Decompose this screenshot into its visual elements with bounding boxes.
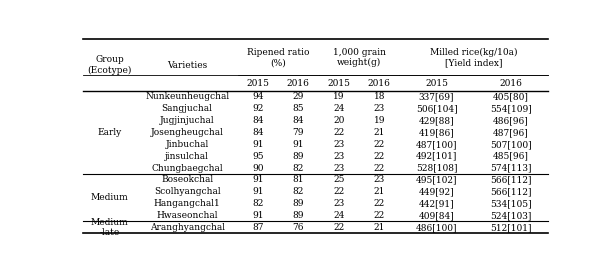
Text: 554[109]: 554[109] (490, 104, 531, 113)
Text: 82: 82 (293, 163, 304, 173)
Text: 487[100]: 487[100] (416, 140, 458, 149)
Text: Medium: Medium (90, 193, 129, 202)
Text: Chungbaegchal: Chungbaegchal (151, 163, 223, 173)
Text: 89: 89 (293, 199, 304, 208)
Text: 524[103]: 524[103] (490, 211, 531, 220)
Text: Hangangchal1: Hangangchal1 (154, 199, 220, 208)
Text: 91: 91 (293, 140, 304, 149)
Text: 84: 84 (252, 128, 264, 137)
Text: 2016: 2016 (368, 79, 391, 88)
Text: 23: 23 (373, 176, 385, 184)
Text: Josengheugchal: Josengheugchal (151, 128, 223, 137)
Text: 20: 20 (333, 116, 344, 125)
Text: 23: 23 (333, 199, 344, 208)
Text: 94: 94 (252, 92, 264, 101)
Text: 24: 24 (333, 211, 344, 220)
Text: Sangjuchal: Sangjuchal (162, 104, 213, 113)
Text: 21: 21 (373, 187, 385, 196)
Text: 442[91]: 442[91] (419, 199, 454, 208)
Text: 91: 91 (252, 176, 264, 184)
Text: 566[112]: 566[112] (490, 176, 531, 184)
Text: 19: 19 (333, 92, 344, 101)
Text: 22: 22 (333, 187, 344, 196)
Text: 409[84]: 409[84] (419, 211, 454, 220)
Text: 22: 22 (373, 152, 385, 161)
Text: 492[101]: 492[101] (416, 152, 457, 161)
Text: Nunkeunheugchal: Nunkeunheugchal (145, 92, 229, 101)
Text: 337[69]: 337[69] (419, 92, 454, 101)
Text: 22: 22 (373, 199, 385, 208)
Text: 486[96]: 486[96] (493, 116, 528, 125)
Text: 84: 84 (293, 116, 304, 125)
Text: 486[100]: 486[100] (416, 223, 458, 232)
Text: 449[92]: 449[92] (419, 187, 454, 196)
Text: 487[96]: 487[96] (493, 128, 528, 137)
Text: 23: 23 (333, 163, 344, 173)
Text: 507[100]: 507[100] (490, 140, 531, 149)
Text: 22: 22 (373, 163, 385, 173)
Text: 82: 82 (252, 199, 264, 208)
Text: Boseokchal: Boseokchal (161, 176, 213, 184)
Text: 506[104]: 506[104] (416, 104, 458, 113)
Text: 24: 24 (333, 104, 344, 113)
Text: 429[88]: 429[88] (419, 116, 454, 125)
Text: 2016: 2016 (499, 79, 522, 88)
Text: 19: 19 (373, 116, 385, 125)
Text: Aranghyangchal: Aranghyangchal (149, 223, 224, 232)
Text: Group
(Ecotype): Group (Ecotype) (87, 55, 132, 75)
Text: 92: 92 (252, 104, 264, 113)
Text: 89: 89 (293, 152, 304, 161)
Text: 22: 22 (333, 223, 344, 232)
Text: 25: 25 (333, 176, 344, 184)
Text: 2015: 2015 (425, 79, 448, 88)
Text: 512[101]: 512[101] (490, 223, 531, 232)
Text: 23: 23 (373, 104, 385, 113)
Text: Hwaseonchal: Hwaseonchal (156, 211, 218, 220)
Text: Scolhyangchal: Scolhyangchal (154, 187, 220, 196)
Text: 29: 29 (293, 92, 304, 101)
Text: 22: 22 (333, 128, 344, 137)
Text: 87: 87 (252, 223, 264, 232)
Text: 566[112]: 566[112] (490, 187, 531, 196)
Text: 23: 23 (333, 140, 344, 149)
Text: 91: 91 (252, 187, 264, 196)
Text: 82: 82 (293, 187, 304, 196)
Text: 21: 21 (373, 128, 385, 137)
Text: 89: 89 (293, 211, 304, 220)
Text: 485[96]: 485[96] (493, 152, 529, 161)
Text: 91: 91 (252, 211, 264, 220)
Text: 1,000 grain
weight(g): 1,000 grain weight(g) (333, 48, 386, 67)
Text: 85: 85 (293, 104, 304, 113)
Text: Milled rice(kg/10a)
[Yield index]: Milled rice(kg/10a) [Yield index] (430, 48, 517, 67)
Text: 495[102]: 495[102] (416, 176, 458, 184)
Text: 534[105]: 534[105] (490, 199, 531, 208)
Text: jinsulchal: jinsulchal (165, 152, 209, 161)
Text: 90: 90 (252, 163, 264, 173)
Text: 2015: 2015 (327, 79, 351, 88)
Text: 574[113]: 574[113] (490, 163, 531, 173)
Text: 528[108]: 528[108] (416, 163, 458, 173)
Text: Ripened ratio
(%): Ripened ratio (%) (247, 48, 309, 67)
Text: Early: Early (97, 128, 122, 137)
Text: 22: 22 (373, 211, 385, 220)
Text: 21: 21 (373, 223, 385, 232)
Text: 84: 84 (252, 116, 264, 125)
Text: Medium
-late: Medium -late (90, 218, 129, 237)
Text: 2016: 2016 (287, 79, 310, 88)
Text: 95: 95 (252, 152, 264, 161)
Text: 18: 18 (373, 92, 385, 101)
Text: 22: 22 (373, 140, 385, 149)
Text: 23: 23 (333, 152, 344, 161)
Text: 2015: 2015 (247, 79, 269, 88)
Text: 419[86]: 419[86] (419, 128, 454, 137)
Text: 81: 81 (293, 176, 304, 184)
Text: Jugjinjuchal: Jugjinjuchal (160, 116, 215, 125)
Text: 79: 79 (293, 128, 304, 137)
Text: 76: 76 (293, 223, 304, 232)
Text: Varieties: Varieties (167, 61, 207, 70)
Text: 91: 91 (252, 140, 264, 149)
Text: 405[80]: 405[80] (493, 92, 529, 101)
Text: Jinbuchal: Jinbuchal (165, 140, 208, 149)
